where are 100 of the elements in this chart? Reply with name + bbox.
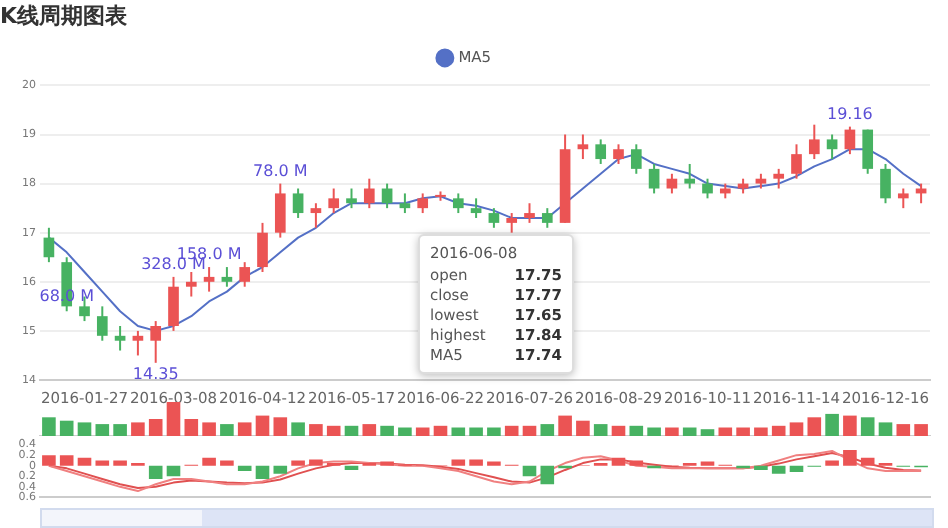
candlestick <box>773 167 785 190</box>
bar <box>166 465 181 477</box>
bar <box>736 427 750 436</box>
candlestick <box>292 187 304 219</box>
bar <box>166 402 181 436</box>
bar <box>593 424 608 436</box>
bar <box>896 424 911 436</box>
bar <box>789 422 804 436</box>
candlestick <box>524 202 535 224</box>
bar <box>576 420 590 436</box>
bar <box>860 417 875 436</box>
bar <box>77 457 92 466</box>
candlestick <box>541 207 553 229</box>
bar <box>487 427 501 436</box>
bar <box>629 425 644 436</box>
bar <box>255 415 270 436</box>
bar <box>237 422 252 436</box>
bar <box>202 457 216 466</box>
bar <box>433 425 448 436</box>
bar <box>42 417 56 436</box>
bar <box>415 427 430 436</box>
candlestick <box>417 192 429 215</box>
bar <box>540 465 555 485</box>
candlestick <box>613 143 624 165</box>
candlestick <box>96 305 108 342</box>
bar <box>682 427 697 436</box>
candlestick <box>666 172 678 195</box>
candlestick <box>221 266 233 288</box>
bar <box>860 457 875 466</box>
bar <box>202 422 216 436</box>
candlestick <box>702 177 713 200</box>
bar <box>113 460 127 466</box>
candlestick <box>648 162 660 195</box>
bar <box>665 427 679 436</box>
bar <box>326 425 341 436</box>
bar <box>843 415 857 436</box>
annotation: 78.0 M <box>253 161 308 180</box>
candlestick <box>684 162 696 190</box>
bar <box>362 424 377 436</box>
candlestick <box>150 320 162 364</box>
candlestick <box>488 207 500 229</box>
bar <box>309 424 323 436</box>
bar <box>825 413 839 436</box>
candlestick <box>310 202 322 229</box>
bar <box>291 422 305 436</box>
bar <box>273 417 288 436</box>
candlestick <box>880 162 891 205</box>
candlestick <box>595 138 607 165</box>
bar <box>540 424 555 436</box>
candlestick <box>452 192 464 215</box>
bar <box>344 425 359 436</box>
candlestick <box>506 212 518 234</box>
bar <box>522 425 537 436</box>
candlestick <box>257 221 268 273</box>
candlestick <box>791 143 802 180</box>
candlestick <box>239 261 251 288</box>
bar <box>451 459 466 466</box>
candlestick <box>399 192 411 215</box>
annotation: 14.35 <box>132 364 179 383</box>
candlestick <box>328 187 340 215</box>
bar <box>59 420 74 436</box>
candlestick <box>168 275 179 332</box>
bar <box>380 425 394 436</box>
bar <box>914 424 928 436</box>
bar <box>77 422 92 436</box>
bar <box>131 422 145 436</box>
bar <box>522 465 537 477</box>
bar <box>825 460 839 466</box>
candlestick <box>363 177 375 210</box>
bar <box>220 424 234 436</box>
bar <box>700 429 715 436</box>
bar <box>291 460 305 466</box>
bar <box>789 465 804 473</box>
bar <box>611 457 626 466</box>
bar <box>469 427 483 436</box>
candlestick <box>203 266 215 293</box>
bar <box>95 460 110 466</box>
bar <box>398 427 412 436</box>
bar <box>878 422 893 436</box>
bar <box>504 425 519 436</box>
candlestick <box>274 182 286 239</box>
bar <box>629 460 644 466</box>
bar <box>220 460 234 466</box>
bar <box>647 427 661 436</box>
candlestick <box>826 133 838 161</box>
bar <box>807 417 822 436</box>
annotation: 19.16 <box>826 104 873 123</box>
candlestick <box>630 143 642 175</box>
bar <box>237 465 252 471</box>
candlestick <box>114 324 126 352</box>
candlestick <box>808 123 820 161</box>
bar <box>558 415 572 436</box>
bar <box>771 465 786 474</box>
candlestick <box>132 329 144 357</box>
bar <box>255 465 270 479</box>
bar <box>771 425 786 436</box>
candlestick <box>897 187 909 210</box>
bar <box>469 459 483 466</box>
candlestick <box>346 187 357 210</box>
chart-title: K线周期图表 <box>0 2 130 29</box>
